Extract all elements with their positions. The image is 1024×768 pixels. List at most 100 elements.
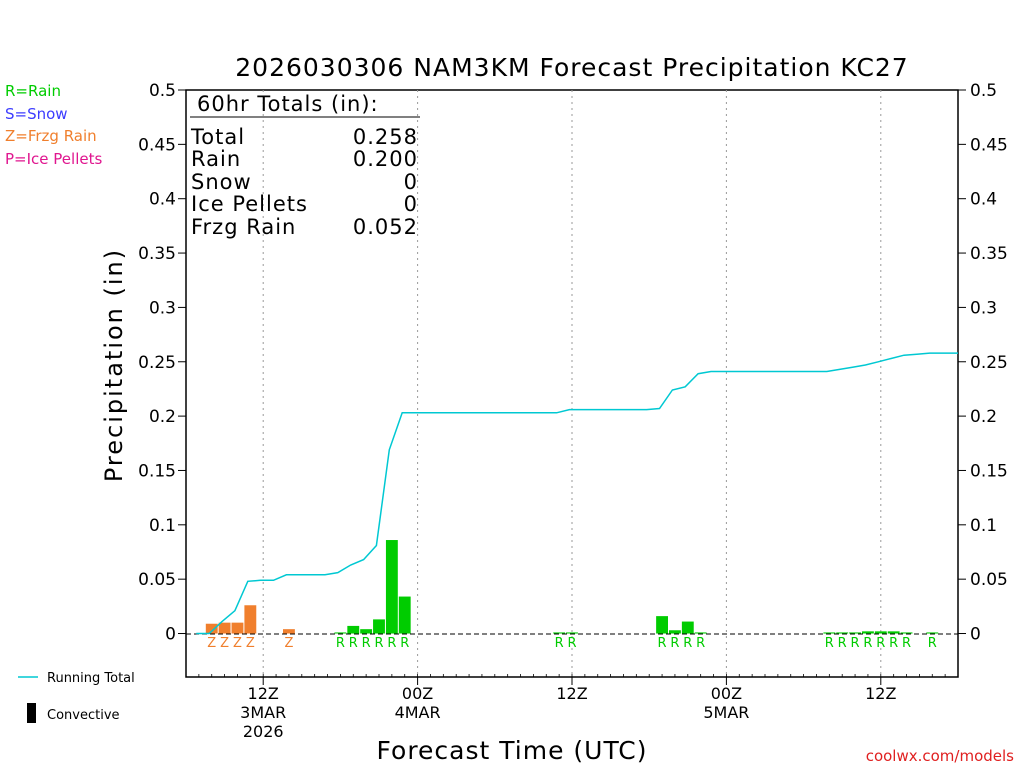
precip-type-letter: R <box>349 636 358 651</box>
totals-header: 60hr Totals (in): <box>197 92 379 116</box>
precip-bar <box>231 622 244 634</box>
precip-bar <box>373 619 385 634</box>
y-tick-label-right: 0 <box>970 625 981 645</box>
convective-label: Convective <box>47 708 120 723</box>
precip-type-letter: Z <box>207 636 216 651</box>
totals-value-snow: 0 <box>404 170 418 194</box>
y-tick-label-left: 0.1 <box>149 516 176 536</box>
precip-type-legend: R=Rain S=Snow Z=Frzg Rain P=Ice Pellets <box>5 82 102 168</box>
x-tick-label: 2026 <box>243 722 284 741</box>
precip-bar <box>398 596 411 634</box>
y-tick-label-right: 0.35 <box>970 244 1008 264</box>
precip-bar <box>887 631 900 634</box>
precip-bar <box>360 629 373 634</box>
y-tick-label-left: 0.25 <box>138 353 176 373</box>
precip-bar <box>874 631 887 634</box>
precip-type-letter: Z <box>284 636 293 651</box>
totals-value-total: 0.258 <box>353 125 418 149</box>
y-axis-right: 0 0.05 0.1 0.15 0.2 0.25 0.3 0.35 0.4 0.45 0.5 <box>958 81 1008 645</box>
y-tick-label-right: 0.25 <box>970 353 1008 373</box>
totals-label-total: Total <box>190 125 245 149</box>
totals-label-frzg-rain: Frzg Rain <box>191 215 296 239</box>
y-tick-label-right: 0.1 <box>970 516 997 536</box>
precip-type-letter: R <box>387 636 396 651</box>
totals-label-ice-pellets: Ice Pellets <box>191 192 308 216</box>
precip-bar <box>823 632 836 634</box>
legend-snow: S=Snow <box>5 105 68 123</box>
legend-ice-pellets: P=Ice Pellets <box>5 150 102 168</box>
precip-bar <box>849 632 861 634</box>
precip-type-letter: R <box>400 636 409 651</box>
precip-bar <box>283 629 295 634</box>
totals-value-rain: 0.200 <box>353 147 418 171</box>
x-tick-label: 12Z <box>248 684 279 703</box>
precip-bar <box>669 630 681 634</box>
precip-bar <box>681 621 694 634</box>
convective-swatch <box>27 703 36 723</box>
precip-type-letter: Z <box>220 636 229 651</box>
precip-bar <box>656 616 668 634</box>
precip-type-letter: R <box>863 636 872 651</box>
plot-area: 00.050.10.150.20.250.30.350.40.450.5 00.… <box>138 81 1008 741</box>
x-tick-label: 00Z <box>402 684 433 703</box>
y-tick-label-left: 0.05 <box>138 570 176 590</box>
precip-type-letter: R <box>362 636 371 651</box>
y-tick-label-left: 0.15 <box>138 461 176 481</box>
precip-type-letter: R <box>683 636 692 651</box>
y-tick-label-right: 0.2 <box>970 407 997 427</box>
y-tick-label-left: 0.5 <box>149 81 176 101</box>
precip-bar <box>553 632 566 634</box>
precip-bar <box>334 632 347 634</box>
precip-type-letter: R <box>838 636 847 651</box>
y-tick-label-left: 0.35 <box>138 244 176 264</box>
y-axis-left: 0 0.05 0.1 0.15 0.2 0.25 0.3 0.35 0.4 0.45 0.5 <box>138 81 186 645</box>
precip-bar <box>244 605 257 634</box>
precip-type-letter: R <box>825 636 834 651</box>
precip-type-letter: Z <box>233 636 242 651</box>
precip-bar <box>205 623 218 634</box>
x-tick-label: 12Z <box>865 684 896 703</box>
y-tick-label-right: 0.3 <box>970 298 997 318</box>
x-tick-label: 5MAR <box>703 703 749 722</box>
chart-title: 2026030306 NAM3KM Forecast Precipitation… <box>235 53 908 82</box>
x-gridlines <box>262 90 882 677</box>
precip-type-letter: R <box>658 636 667 651</box>
x-tick-label: 4MAR <box>395 703 441 722</box>
totals-label-rain: Rain <box>191 147 241 171</box>
y-tick-label-left: 0.3 <box>149 298 176 318</box>
precip-type-letter: R <box>336 636 345 651</box>
precip-type-letter: R <box>696 636 705 651</box>
bottom-legend: Running Total Convective <box>18 671 135 723</box>
credit-text: coolwx.com/models <box>866 747 1014 765</box>
precip-bar <box>218 622 231 634</box>
precip-bar <box>926 632 939 634</box>
hourly-bars <box>205 540 939 634</box>
y-tick-label-right: 0.05 <box>970 570 1008 590</box>
precip-bar <box>347 625 360 634</box>
totals-label-snow: Snow <box>191 170 252 194</box>
legend-rain: R=Rain <box>5 82 61 100</box>
precip-type-letter: R <box>928 636 937 651</box>
precip-bar <box>862 631 874 634</box>
running-total-line <box>196 352 958 635</box>
precip-bar <box>836 632 849 634</box>
precip-type-letter: R <box>555 636 564 651</box>
totals-box: 60hr Totals (in): Total 0.258 Rain 0.200… <box>190 92 420 239</box>
y-tick-label-left: 0.4 <box>149 190 176 210</box>
x-tick-label: 12Z <box>556 684 587 703</box>
precip-type-letter: R <box>851 636 860 651</box>
y-tick-label-right: 0.45 <box>970 135 1008 155</box>
legend-frzg-rain: Z=Frzg Rain <box>5 127 97 145</box>
totals-value-frzg-rain: 0.052 <box>353 215 418 239</box>
precip-type-letter: R <box>902 636 911 651</box>
totals-value-ice-pellets: 0 <box>404 192 418 216</box>
y-tick-label-right: 0.4 <box>970 190 997 210</box>
precip-bar <box>900 632 913 634</box>
precip-bar <box>566 632 578 634</box>
precip-type-letter: R <box>374 636 383 651</box>
y-tick-label-left: 0.45 <box>138 135 176 155</box>
x-axis-title: Forecast Time (UTC) <box>377 736 648 765</box>
